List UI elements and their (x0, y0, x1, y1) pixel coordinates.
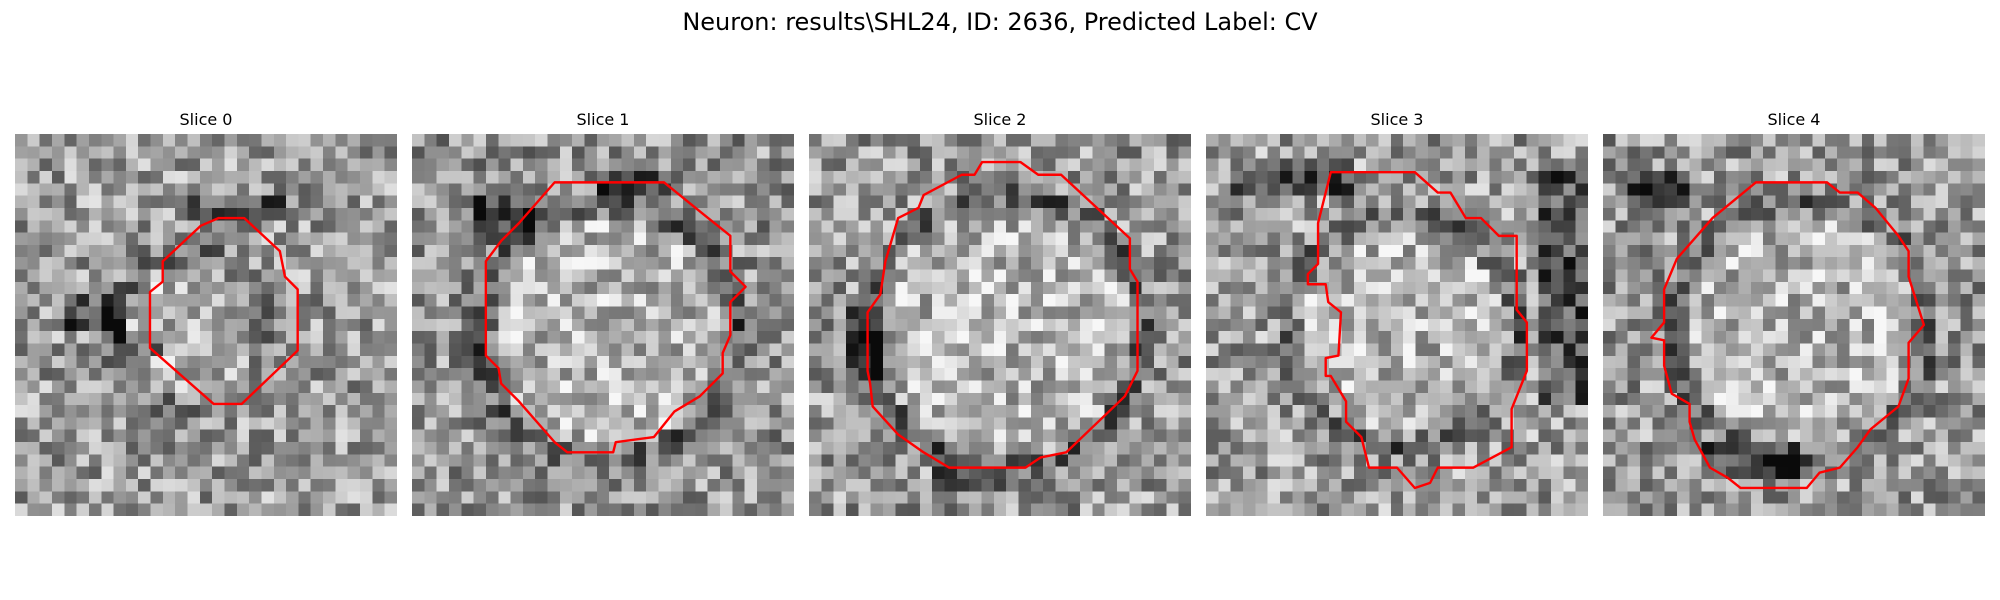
contour-0 (148, 216, 299, 406)
slice-panel-1: Slice 1 (412, 106, 794, 516)
slice-image-0 (15, 134, 397, 516)
contour-1 (484, 181, 747, 454)
contour-3 (1306, 171, 1529, 490)
slice-panel-4: Slice 4 (1603, 106, 1985, 516)
slice-title-3: Slice 3 (1370, 110, 1424, 129)
slice-image-1 (412, 134, 794, 516)
slice-title-2: Slice 2 (973, 110, 1027, 129)
slice-image-4 (1603, 134, 1985, 516)
slice-image-3 (1206, 134, 1588, 516)
slice-image-2 (809, 134, 1191, 516)
contour-4 (1650, 181, 1926, 490)
slice-panel-3: Slice 3 (1206, 106, 1588, 516)
contour-2 (866, 160, 1139, 469)
figure-title: Neuron: results\SHL24, ID: 2636, Predict… (682, 8, 1318, 36)
slice-title-1: Slice 1 (576, 110, 630, 129)
slice-title-4: Slice 4 (1767, 110, 1821, 129)
slice-title-0: Slice 0 (179, 110, 233, 129)
slice-panel-0: Slice 0 (15, 106, 397, 516)
slice-panel-2: Slice 2 (809, 106, 1191, 516)
